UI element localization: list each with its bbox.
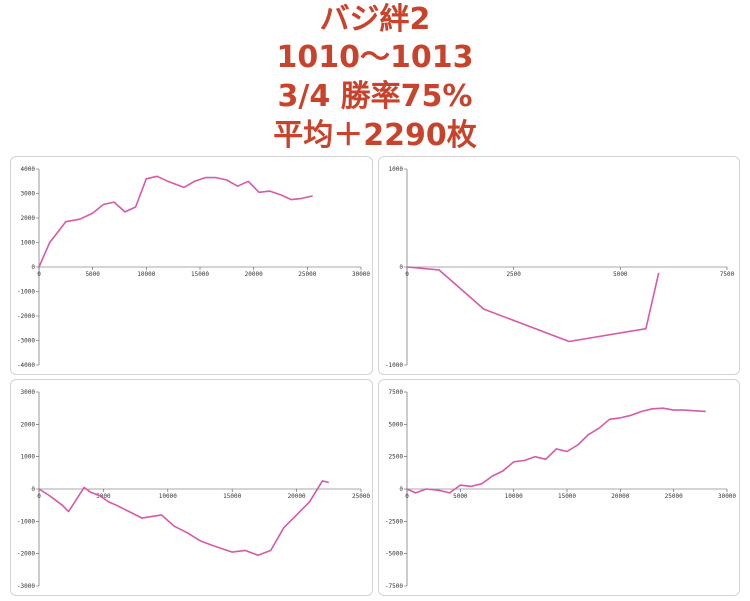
y-tick-label: 4000 [21, 166, 36, 173]
x-tick-label: 5000 [613, 271, 628, 278]
x-tick-label: 0 [405, 271, 409, 278]
series-line [38, 480, 329, 557]
x-tick-label: 0 [37, 271, 41, 278]
y-tick-label: -2000 [17, 551, 35, 558]
series-line [406, 266, 660, 343]
x-tick-label: 25000 [352, 493, 370, 500]
header: バジ絆2 1010〜1013 3/4 勝率75% 平均＋2290枚 [0, 0, 750, 156]
y-tick-label: 3000 [21, 389, 36, 396]
title-line-2: 1010〜1013 [276, 40, 474, 75]
y-tick-label: 1000 [389, 166, 404, 173]
title-line-3: 3/4 勝率75% [277, 79, 473, 114]
y-tick-label: -3000 [17, 338, 35, 345]
y-tick-label: 5000 [389, 421, 404, 428]
x-tick-label: 20000 [245, 271, 263, 278]
x-tick-label: 5000 [85, 271, 100, 278]
x-tick-label: 2500 [506, 271, 521, 278]
x-tick-label: 30000 [718, 493, 736, 500]
title-line-1: バジ絆2 [319, 2, 431, 37]
y-tick-label: -1000 [17, 518, 35, 525]
title-line-4: 平均＋2290枚 [273, 118, 477, 153]
x-tick-label: 7500 [720, 271, 735, 278]
y-tick-label: 7500 [389, 389, 404, 396]
x-tick-label: 15000 [223, 493, 241, 500]
y-tick-label: -7500 [385, 583, 403, 590]
x-tick-label: 5000 [96, 493, 111, 500]
x-tick-label: 20000 [611, 493, 629, 500]
y-tick-label: 0 [399, 486, 403, 493]
y-tick-label: -3000 [17, 583, 35, 590]
y-tick-label: -2500 [385, 518, 403, 525]
y-tick-label: -5000 [385, 551, 403, 558]
x-tick-label: 0 [37, 493, 41, 500]
chart-panel-2: 1000 0 -1000 0 2500 5000 7500 [378, 156, 740, 375]
series-line [38, 175, 313, 268]
x-tick-label: 10000 [159, 493, 177, 500]
y-tick-label: 3000 [21, 191, 36, 198]
series-line [406, 407, 706, 494]
y-tick-label: 0 [31, 486, 35, 493]
y-tick-label: 2000 [21, 421, 36, 428]
x-tick-label: 0 [405, 493, 409, 500]
x-tick-label: 10000 [505, 493, 523, 500]
y-tick-label: -4000 [17, 362, 35, 369]
chart-panel-3: 3000 2000 1000 0 -1000 -2000 -3000 0 5000 10000 15… [10, 379, 373, 596]
y-tick-label: -2000 [17, 313, 35, 320]
y-tick-label: -1000 [17, 289, 35, 296]
y-tick-label: 1000 [21, 240, 36, 247]
y-tick-label: -1000 [385, 362, 403, 369]
chart-panel-4: 7500 5000 2500 0 -2500 -5000 -7500 0 5000 10000 15… [378, 379, 740, 596]
x-tick-label: 20000 [288, 493, 306, 500]
y-tick-label: 0 [399, 264, 403, 271]
x-tick-label: 15000 [191, 271, 209, 278]
y-tick-label: 2000 [21, 215, 36, 222]
x-tick-label: 25000 [665, 493, 683, 500]
x-tick-label: 25000 [298, 271, 316, 278]
x-tick-label: 30000 [352, 271, 370, 278]
x-tick-label: 10000 [137, 271, 155, 278]
y-tick-label: 1000 [21, 454, 36, 461]
y-tick-label: 2500 [389, 454, 404, 461]
chart-panel-1: 4000 3000 2000 1000 0 -1000 -2000 -3000 -4000 0 50… [10, 156, 373, 375]
chart-2: 1000 0 -1000 0 2500 5000 7500 [385, 166, 735, 369]
x-tick-label: 5000 [453, 493, 468, 500]
x-tick-label: 15000 [558, 493, 576, 500]
y-tick-label: 0 [31, 264, 35, 271]
